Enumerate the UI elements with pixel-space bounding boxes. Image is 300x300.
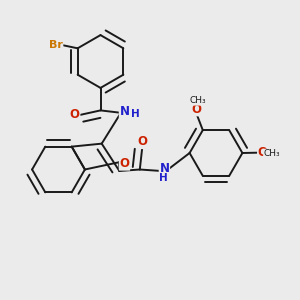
Text: O: O (192, 103, 202, 116)
Text: H: H (130, 109, 140, 119)
Text: O: O (137, 135, 148, 148)
Text: O: O (258, 146, 268, 159)
Text: H: H (159, 172, 168, 183)
Text: Br: Br (49, 40, 63, 50)
Text: CH₃: CH₃ (263, 149, 280, 158)
Text: O: O (70, 108, 80, 122)
Text: N: N (159, 162, 170, 175)
Text: CH₃: CH₃ (189, 96, 206, 105)
Text: O: O (119, 157, 130, 170)
Text: N: N (119, 105, 130, 118)
